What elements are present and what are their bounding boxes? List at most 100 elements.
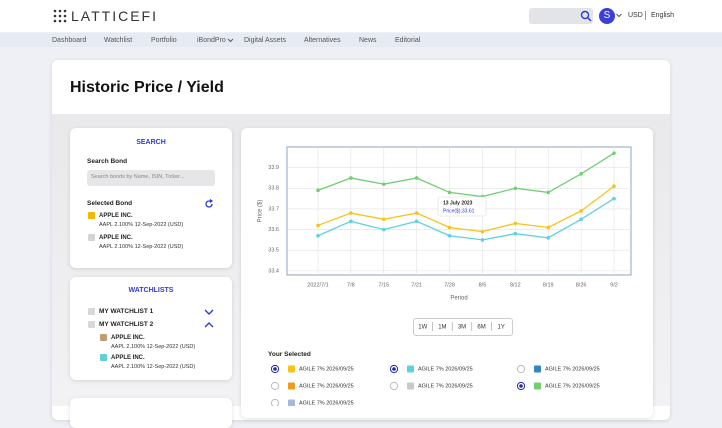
swatch <box>88 234 95 241</box>
point <box>546 236 551 240</box>
point <box>579 217 583 222</box>
line <box>317 198 615 241</box>
checkbox[interactable] <box>88 308 95 315</box>
logo-icon <box>53 9 67 23</box>
swatch <box>288 365 295 373</box>
selected-label[interactable]: AGILE 7% 2026/09/25 <box>299 400 354 406</box>
refresh-icon[interactable] <box>204 199 214 209</box>
range-button[interactable]: 1W <box>418 325 427 331</box>
point <box>513 186 518 191</box>
x-tick-label: 7/21 <box>411 282 422 288</box>
selected-label[interactable]: AGILE 7% 2026/09/25 <box>299 366 354 372</box>
page-title: Historic Price / Yield <box>70 79 224 96</box>
currency[interactable]: USD <box>628 12 643 19</box>
nav-item[interactable]: Digital Assets <box>244 37 287 44</box>
nav-item[interactable]: News <box>359 37 377 44</box>
point <box>316 188 320 193</box>
x-tick-label: 9/2 <box>610 282 618 288</box>
search-input[interactable] <box>87 170 215 186</box>
range-button[interactable]: 6M <box>477 325 485 331</box>
swatch <box>88 212 95 219</box>
chevron[interactable] <box>204 309 214 315</box>
radio[interactable] <box>270 398 280 406</box>
bond-name: APPLE INC. <box>111 335 145 341</box>
range-button[interactable]: 3M <box>458 325 466 331</box>
nav-bar <box>0 33 722 47</box>
search-box[interactable] <box>529 8 593 24</box>
y-tick-label: 33.9 <box>268 165 279 171</box>
selected-label[interactable]: AGILE 7% 2026/09/25 <box>299 383 354 389</box>
watchlist-card <box>70 277 232 380</box>
avatar[interactable] <box>599 8 615 24</box>
point <box>381 182 386 186</box>
radio-dot[interactable] <box>392 367 396 371</box>
logo[interactable]: LATTICEFI <box>71 8 158 24</box>
y-tick-label: 33.6 <box>268 227 279 233</box>
y-tick-label: 33.8 <box>268 186 279 192</box>
chart: 33.4 33.5 33.6 33.7 33.8 33.9 2022/7/1 7/8 7/15 7… <box>204 38 632 406</box>
search-label: Search Bond <box>87 158 128 165</box>
selected-label[interactable]: AGILE 7% 2026/09/25 <box>418 366 473 372</box>
point <box>316 233 320 238</box>
point <box>612 151 616 155</box>
line <box>317 152 615 198</box>
watchlist-title: WATCHLISTS <box>128 287 174 294</box>
swatch <box>407 382 414 390</box>
search-icon[interactable] <box>580 10 592 22</box>
range-button[interactable]: 1Y <box>498 325 505 331</box>
point <box>316 223 320 228</box>
watchlist-name[interactable]: MY WATCHLIST 2 <box>99 321 154 328</box>
nav-item[interactable]: Editorial <box>395 37 421 44</box>
point <box>480 229 485 234</box>
range-button[interactable]: 1M <box>438 325 446 331</box>
x-tick-label: 8/5 <box>479 282 487 288</box>
tooltip <box>437 196 487 217</box>
radio-dot[interactable] <box>273 367 277 371</box>
nav-item[interactable]: Portfolio <box>151 37 177 44</box>
y-tick-label: 33.7 <box>268 206 279 212</box>
nav-item[interactable]: iBondPro <box>197 37 226 44</box>
x-tick-label: 8/19 <box>543 282 554 288</box>
y-axis-title: Price ($) <box>258 200 264 223</box>
point <box>480 238 485 242</box>
line <box>317 185 615 233</box>
radio[interactable] <box>389 381 399 391</box>
radio-dot[interactable] <box>519 384 523 388</box>
tooltip-text: Price($):33.61 <box>443 208 475 214</box>
selected-label[interactable]: AGILE 7% 2026/09/25 <box>418 383 473 389</box>
x-tick-label: 8/12 <box>510 282 521 288</box>
watchlist-name[interactable]: MY WATCHLIST 1 <box>99 308 154 315</box>
bond-name: APPLE INC. <box>99 213 133 219</box>
swatch <box>100 334 107 341</box>
point <box>381 227 386 232</box>
caret[interactable] <box>616 13 622 18</box>
checkbox[interactable] <box>88 321 95 328</box>
nav-item[interactable]: Watchlist <box>104 37 133 44</box>
swatch <box>100 354 107 361</box>
radio[interactable] <box>516 364 526 374</box>
nav-item[interactable]: Alternatives <box>304 37 341 44</box>
bond-detail: AAPL 2.100% 12-Sep-2022 (USD) <box>99 244 184 250</box>
bond-name: APPLE INC. <box>99 235 133 241</box>
point <box>546 190 551 195</box>
x-tick-label: 7/8 <box>347 282 355 288</box>
swatch <box>407 365 414 373</box>
radio[interactable] <box>270 381 280 391</box>
point <box>579 172 583 176</box>
nav-item[interactable]: Dashboard <box>52 37 87 44</box>
avatar-letter[interactable]: S <box>603 10 611 21</box>
x-tick-label: 7/15 <box>378 282 389 288</box>
chevron[interactable] <box>204 322 214 328</box>
point <box>349 176 353 180</box>
x-tick-label: 7/28 <box>444 282 455 288</box>
swatch <box>288 399 295 406</box>
selected-label[interactable]: AGILE 7% 2026/09/25 <box>545 383 600 389</box>
point <box>513 231 518 236</box>
selected-label[interactable]: AGILE 7% 2026/09/25 <box>545 366 600 372</box>
placeholder[interactable]: Search bonds by Name, ISIN, Ticker... <box>91 174 185 180</box>
search-title: SEARCH <box>136 139 166 146</box>
language[interactable]: English <box>651 12 674 19</box>
swatch <box>534 365 541 373</box>
point <box>349 219 353 224</box>
y-tick-label: 33.4 <box>268 268 279 274</box>
